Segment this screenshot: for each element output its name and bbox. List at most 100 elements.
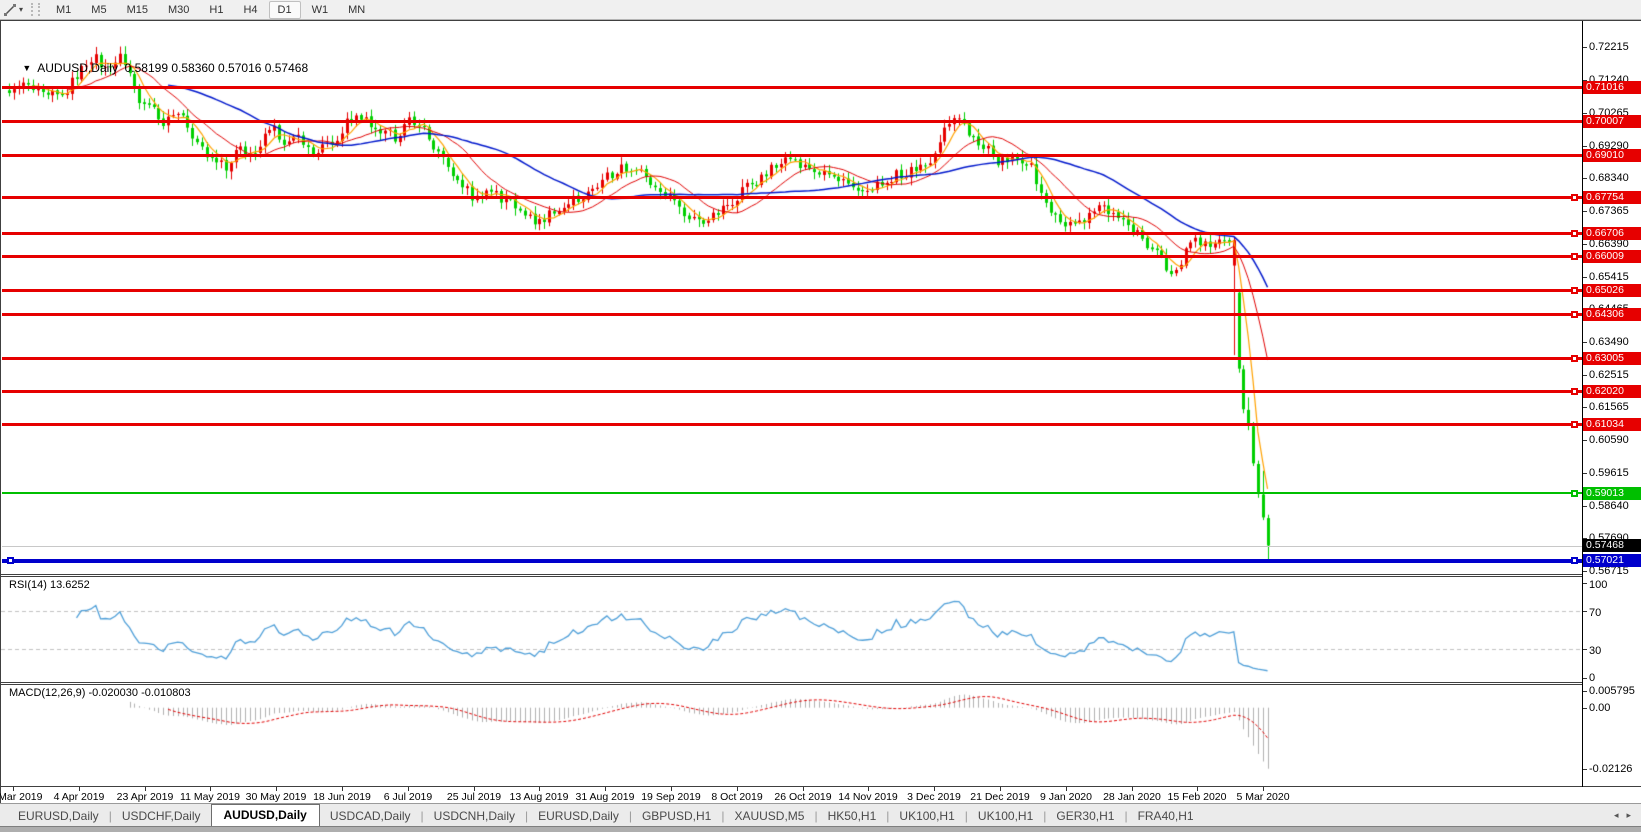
chart-tab-uk100-h1[interactable]: UK100,H1: [977, 809, 1034, 823]
chevron-down-icon[interactable]: ▾: [19, 5, 24, 14]
crosshair-pen-icon: [4, 3, 16, 16]
chart-tab-ger30-h1[interactable]: GER30,H1: [1056, 809, 1115, 823]
toolbar-grip[interactable]: [31, 3, 41, 16]
horizontal-level-line[interactable]: [2, 255, 1582, 258]
horizontal-level-line[interactable]: [2, 492, 1582, 494]
date-label: 30 May 2019: [245, 791, 307, 803]
level-line-handle[interactable]: [1571, 230, 1578, 237]
price-tick-mark: [1583, 211, 1587, 212]
date-tick-mark: [276, 787, 277, 791]
timeframe-button-m30[interactable]: M30: [167, 3, 190, 16]
level-price-tag: 0.66706: [1583, 227, 1641, 240]
date-axis-border: [1, 786, 1641, 787]
level-price-tag: 0.59013: [1583, 487, 1641, 500]
level-line-handle[interactable]: [7, 557, 14, 564]
date-label: 23 Apr 2019: [116, 791, 174, 803]
price-tick-label: 0.72215: [1589, 41, 1629, 53]
horizontal-level-line[interactable]: [2, 313, 1582, 316]
chart-tab-uk100-h1[interactable]: UK100,H1: [899, 809, 955, 823]
level-line-handle[interactable]: [1571, 421, 1578, 428]
timeframe-button-m15[interactable]: M15: [126, 3, 148, 16]
date-label: 31 Aug 2019: [575, 791, 635, 803]
date-tick-mark: [1197, 787, 1198, 791]
level-price-tag: 0.67754: [1583, 191, 1641, 204]
chart-tab-audusd-daily[interactable]: AUDUSD,Daily: [210, 804, 320, 827]
level-line-handle[interactable]: [1571, 490, 1578, 497]
horizontal-level-line[interactable]: [2, 289, 1582, 292]
toolbar: ▾ M1 M5 M15 M30 H1 H4 D1 W1 MN: [0, 0, 1641, 20]
date-label: 5 Mar 2020: [1236, 791, 1290, 803]
tab-separator: |: [886, 809, 890, 823]
timeframe-button-w1[interactable]: W1: [311, 3, 329, 16]
tab-separator: |: [1043, 809, 1047, 823]
price-tick-label: 0.67365: [1589, 205, 1629, 217]
pane-separator[interactable]: [1, 574, 1582, 575]
tab-scroll-right-icon[interactable]: ▸: [1626, 810, 1631, 820]
date-label: 4 Apr 2019: [53, 791, 105, 803]
price-tick-mark: [1583, 375, 1587, 376]
level-price-tag: 0.71016: [1583, 81, 1641, 94]
macd-tick-mark: [1583, 691, 1587, 692]
rsi-panel[interactable]: [1, 576, 1582, 682]
chart-tab-eurusd-daily[interactable]: EURUSD,Daily: [18, 809, 99, 823]
date-axis[interactable]: 16 Mar 2019 4 Apr 2019 23 Apr 2019 11 May 2…: [0, 787, 1582, 804]
chart-tab-eurusd-daily[interactable]: EURUSD,Daily: [538, 809, 619, 823]
price-tick-mark: [1583, 440, 1587, 441]
level-line-handle[interactable]: [1571, 355, 1578, 362]
pane-separator[interactable]: [1, 576, 1582, 577]
timeframe-button-h1[interactable]: H1: [209, 3, 224, 16]
horizontal-level-line[interactable]: [2, 120, 1582, 123]
horizontal-level-line[interactable]: [2, 154, 1582, 157]
chart-tab-usdchf-daily[interactable]: USDCHF,Daily: [121, 809, 201, 823]
bottom-strip: [0, 826, 1641, 832]
chart-tab-xauusd-m5[interactable]: XAUUSD,M5: [734, 809, 805, 823]
price-tick-mark: [1583, 571, 1587, 572]
level-line-handle[interactable]: [1571, 311, 1578, 318]
horizontal-level-line[interactable]: [2, 559, 1582, 563]
horizontal-level-line[interactable]: [2, 357, 1582, 360]
draw-tools-button[interactable]: ▾: [0, 3, 27, 17]
timeframe-button-m1[interactable]: M1: [56, 3, 72, 16]
timeframe-button-m5[interactable]: M5: [91, 3, 107, 16]
timeframe-button-mn[interactable]: MN: [348, 3, 366, 16]
pane-separator[interactable]: [1, 682, 1582, 683]
horizontal-level-line[interactable]: [2, 196, 1582, 199]
level-line-handle[interactable]: [1571, 287, 1578, 294]
horizontal-level-line[interactable]: [2, 86, 1582, 89]
horizontal-level-line[interactable]: [2, 423, 1582, 426]
pane-separator[interactable]: [1, 684, 1582, 685]
macd-tick-label: 0.00: [1589, 702, 1611, 714]
date-tick-mark: [671, 787, 672, 791]
collapse-objects-icon[interactable]: ▼: [22, 63, 32, 73]
chart-tab-gbpusd-h1[interactable]: GBPUSD,H1: [641, 809, 712, 823]
date-tick-mark: [474, 787, 475, 791]
timeframe-button-d1[interactable]: D1: [268, 0, 301, 19]
price-tick-label: 0.56715: [1589, 565, 1629, 577]
horizontal-level-line[interactable]: [2, 390, 1582, 393]
level-line-handle[interactable]: [1571, 557, 1578, 564]
horizontal-level-line[interactable]: [2, 232, 1582, 235]
level-line-handle[interactable]: [1571, 253, 1578, 260]
level-price-tag: 0.61034: [1583, 418, 1641, 431]
timeframe-button-h4[interactable]: H4: [243, 3, 258, 16]
level-price-tag: 0.64306: [1583, 308, 1641, 321]
tab-scroll-left-icon[interactable]: ◂: [1613, 810, 1619, 820]
chart-tab-hk50-h1[interactable]: HK50,H1: [827, 809, 877, 823]
price-chart[interactable]: [1, 22, 1582, 575]
tab-separator: |: [964, 809, 968, 823]
chart-tab-usdcad-daily[interactable]: USDCAD,Daily: [329, 809, 411, 823]
macd-panel[interactable]: [1, 684, 1582, 786]
date-tick-mark: [1263, 787, 1264, 791]
tab-separator: |: [525, 809, 529, 823]
chart-window: 0.72215 0.71240 0.70265 0.69290 0.68340 0.673…: [0, 20, 1641, 804]
level-line-handle[interactable]: [1571, 388, 1578, 395]
price-tick-mark: [1583, 178, 1587, 179]
date-label: 19 Sep 2019: [641, 791, 701, 803]
rsi-tick-label: 30: [1589, 645, 1602, 657]
chart-tab-fra40-h1[interactable]: FRA40,H1: [1137, 809, 1194, 823]
chart-tab-usdcnh-daily[interactable]: USDCNH,Daily: [433, 809, 516, 823]
level-line-handle[interactable]: [1571, 194, 1578, 201]
tab-separator: |: [108, 809, 112, 823]
price-tick-label: 0.66390: [1589, 238, 1629, 250]
date-tick-mark: [539, 787, 540, 791]
